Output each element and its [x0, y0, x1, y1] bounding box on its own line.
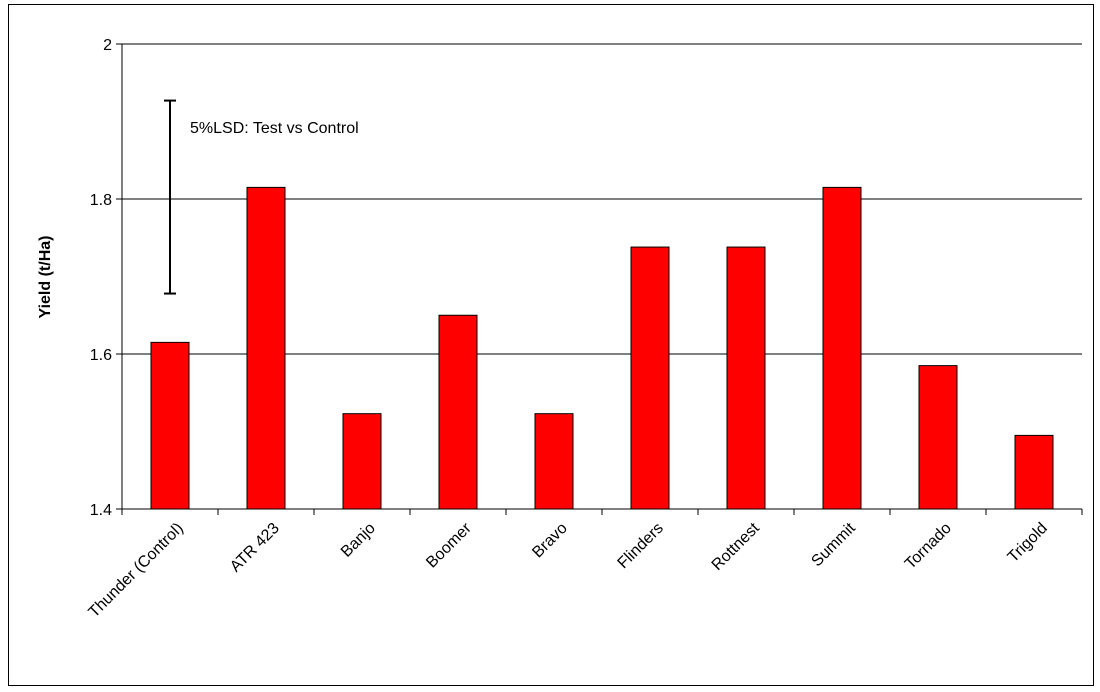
- x-category-label: Rottnest: [709, 519, 764, 574]
- bar: [918, 365, 958, 510]
- y-tick-label: 2: [103, 37, 112, 54]
- bar: [150, 341, 190, 510]
- y-axis-title: Yield (t/Ha): [37, 236, 54, 319]
- axes: [116, 43, 1083, 515]
- bar: [630, 246, 670, 510]
- x-category-label: ATR 423: [227, 520, 283, 576]
- bar: [438, 314, 478, 510]
- bar: [822, 186, 862, 510]
- bar: [726, 246, 766, 510]
- bar: [1014, 434, 1054, 510]
- x-category-label: Tornado: [902, 520, 955, 573]
- x-category-label: Trigold: [1005, 520, 1051, 566]
- x-category-label: Boomer: [423, 519, 475, 571]
- lsd-annotation: 5%LSD: Test vs Control: [164, 99, 359, 295]
- x-category-label: Bravo: [529, 520, 571, 562]
- bar: [534, 413, 574, 510]
- x-category-label: Banjo: [338, 520, 379, 561]
- x-category-label: Flinders: [615, 520, 667, 572]
- bar: [342, 413, 382, 510]
- lsd-label: 5%LSD: Test vs Control: [190, 120, 359, 137]
- y-tick-label: 1.8: [90, 192, 112, 209]
- y-tick-label: 1.4: [90, 502, 112, 519]
- x-category-label: Summit: [808, 519, 859, 570]
- bar: [246, 186, 286, 510]
- bars: [150, 186, 1054, 510]
- y-tick-label: 1.6: [90, 347, 112, 364]
- x-category-label: Thunder (Control): [86, 520, 187, 621]
